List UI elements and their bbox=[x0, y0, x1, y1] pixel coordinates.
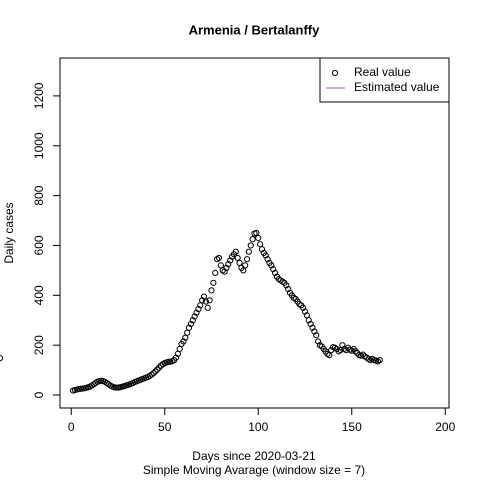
data-point bbox=[221, 268, 228, 275]
data-point bbox=[212, 269, 219, 276]
data-point bbox=[199, 297, 206, 304]
y-tick-label: 1200 bbox=[32, 82, 46, 109]
y-axis-label: Daily cases bbox=[2, 202, 16, 263]
data-point bbox=[359, 351, 367, 358]
data-point bbox=[208, 287, 215, 294]
plot-box bbox=[59, 57, 450, 409]
y-tick-label: 600 bbox=[32, 235, 46, 255]
data-point bbox=[227, 257, 234, 264]
data-point bbox=[210, 279, 217, 286]
data-point bbox=[309, 324, 316, 331]
data-point bbox=[262, 252, 269, 259]
data-point bbox=[311, 328, 318, 335]
y-tick-label: 400 bbox=[32, 285, 46, 305]
data-point bbox=[185, 324, 193, 331]
x-tick-label: 0 bbox=[68, 420, 75, 434]
data-point bbox=[156, 364, 163, 371]
data-point bbox=[247, 242, 254, 249]
data-point bbox=[184, 329, 191, 336]
data-point bbox=[255, 234, 262, 242]
data-point bbox=[268, 262, 275, 269]
data-point bbox=[257, 241, 264, 248]
data-point bbox=[223, 264, 230, 272]
y-tick-label: 0 bbox=[32, 391, 46, 398]
data-point bbox=[236, 259, 243, 267]
data-point bbox=[225, 261, 232, 268]
data-point bbox=[234, 254, 241, 262]
legend-box bbox=[319, 57, 450, 103]
data-point bbox=[243, 256, 251, 263]
legend-label: Real value bbox=[354, 65, 411, 79]
data-point bbox=[150, 369, 157, 377]
data-point bbox=[344, 344, 352, 351]
data-point bbox=[285, 285, 292, 293]
data-point bbox=[215, 254, 223, 262]
data-point bbox=[113, 384, 120, 391]
y-tick-label: 200 bbox=[32, 335, 46, 355]
data-point bbox=[193, 309, 200, 316]
chart-title: Armenia / Bertalanffy bbox=[189, 22, 321, 37]
data-point bbox=[376, 357, 383, 364]
data-point bbox=[206, 297, 213, 304]
data-point bbox=[307, 320, 314, 328]
x-axis-label: Days since 2020-03-21 bbox=[192, 449, 316, 463]
legend-marker bbox=[331, 69, 339, 77]
data-point bbox=[283, 282, 290, 289]
x-tick-label: 150 bbox=[342, 420, 362, 434]
data-point bbox=[189, 317, 196, 324]
y-tick-label: 800 bbox=[32, 185, 46, 205]
data-point bbox=[176, 345, 183, 353]
data-point bbox=[352, 348, 359, 355]
data-point bbox=[202, 298, 209, 305]
data-point bbox=[305, 317, 312, 324]
data-point bbox=[258, 246, 266, 253]
x-tick-label: 100 bbox=[248, 420, 268, 434]
data-point bbox=[300, 304, 307, 311]
data-point bbox=[154, 366, 161, 373]
data-point bbox=[242, 262, 249, 269]
data-point bbox=[0, 355, 4, 362]
x-tick-label: 50 bbox=[158, 420, 172, 434]
data-point bbox=[249, 236, 256, 243]
data-point bbox=[339, 342, 346, 349]
data-point bbox=[191, 313, 198, 320]
data-point bbox=[195, 305, 202, 313]
data-point bbox=[148, 371, 155, 378]
data-point bbox=[245, 248, 252, 255]
data-point bbox=[348, 347, 355, 354]
data-point bbox=[172, 354, 180, 361]
subtitle: Simple Moving Avarage (window size = 7) bbox=[143, 463, 365, 477]
data-point bbox=[232, 248, 239, 255]
data-point bbox=[187, 320, 195, 328]
data-point bbox=[301, 308, 309, 315]
data-point bbox=[180, 338, 187, 345]
legend-label: Estimated value bbox=[354, 80, 440, 94]
data-point bbox=[271, 269, 279, 276]
y-tick-label: 1000 bbox=[32, 132, 46, 159]
data-point bbox=[270, 266, 277, 273]
data-point bbox=[264, 256, 271, 263]
data-point bbox=[152, 368, 159, 375]
data-point bbox=[314, 338, 322, 345]
x-tick-label: 200 bbox=[435, 420, 455, 434]
data-point bbox=[313, 332, 320, 339]
data-point bbox=[217, 262, 224, 269]
data-point bbox=[204, 304, 211, 311]
